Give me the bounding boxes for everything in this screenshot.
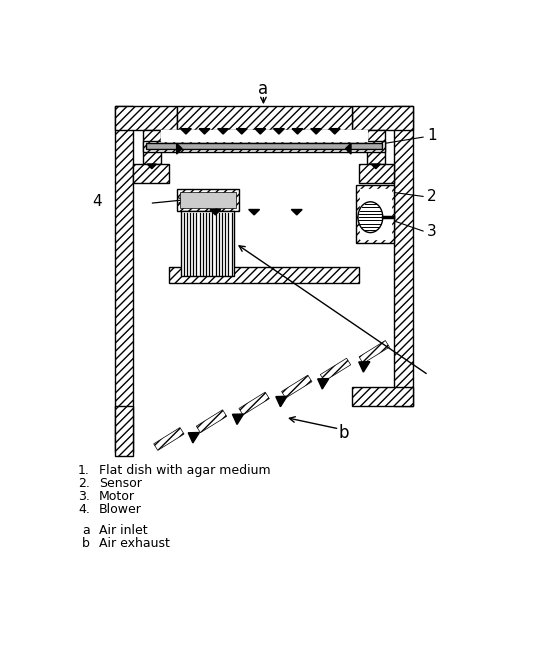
Text: 2.: 2.	[78, 477, 90, 490]
Bar	[352, 105, 413, 130]
Polygon shape	[199, 128, 210, 134]
Polygon shape	[359, 362, 370, 372]
Polygon shape	[371, 164, 380, 169]
Bar	[146, 143, 382, 149]
Polygon shape	[274, 128, 284, 134]
Bar	[395, 105, 413, 406]
Bar	[180, 192, 235, 208]
Polygon shape	[255, 128, 266, 134]
Bar	[133, 164, 169, 183]
Bar	[352, 387, 413, 406]
Bar	[114, 105, 177, 130]
Bar	[320, 358, 350, 381]
Polygon shape	[147, 164, 156, 169]
Polygon shape	[210, 210, 221, 215]
Polygon shape	[292, 210, 302, 215]
Text: Air inlet: Air inlet	[99, 523, 148, 536]
Bar	[114, 105, 133, 452]
Polygon shape	[276, 396, 287, 407]
Text: Blower: Blower	[99, 503, 142, 516]
Polygon shape	[237, 128, 247, 134]
Bar	[177, 189, 239, 211]
Bar	[359, 164, 395, 183]
Bar	[161, 130, 366, 141]
Text: a: a	[82, 523, 90, 536]
Text: a: a	[258, 80, 269, 98]
Bar	[181, 211, 234, 276]
Text: 4.: 4.	[78, 503, 90, 516]
Bar	[177, 105, 352, 130]
Bar	[169, 267, 359, 283]
Polygon shape	[180, 128, 191, 134]
Text: Flat dish with agar medium: Flat dish with agar medium	[99, 464, 271, 477]
Ellipse shape	[358, 202, 383, 233]
Polygon shape	[188, 432, 199, 443]
Text: Motor: Motor	[99, 490, 135, 503]
Bar	[366, 130, 385, 164]
Text: 4: 4	[92, 195, 101, 210]
Polygon shape	[346, 143, 351, 154]
Text: Sensor: Sensor	[99, 477, 142, 490]
Bar	[143, 141, 385, 152]
Polygon shape	[329, 128, 340, 134]
Bar	[143, 130, 161, 164]
Bar	[239, 392, 269, 415]
Bar	[356, 185, 395, 242]
Text: 2: 2	[427, 189, 437, 204]
Polygon shape	[292, 128, 303, 134]
Bar	[196, 410, 227, 433]
Bar	[359, 341, 390, 364]
Text: 3.: 3.	[78, 490, 90, 503]
Bar	[114, 406, 133, 456]
Bar	[360, 189, 391, 239]
Text: 1: 1	[427, 128, 437, 143]
Polygon shape	[311, 128, 322, 134]
Polygon shape	[177, 143, 182, 154]
Bar	[282, 375, 312, 398]
Text: b: b	[338, 424, 348, 442]
Text: Air exhaust: Air exhaust	[99, 536, 170, 550]
Text: 3: 3	[427, 223, 437, 238]
Text: 1.: 1.	[78, 464, 90, 477]
Polygon shape	[318, 379, 329, 389]
Text: b: b	[82, 536, 90, 550]
Polygon shape	[232, 414, 244, 424]
Bar	[154, 428, 184, 451]
Polygon shape	[217, 128, 228, 134]
Polygon shape	[249, 210, 259, 215]
